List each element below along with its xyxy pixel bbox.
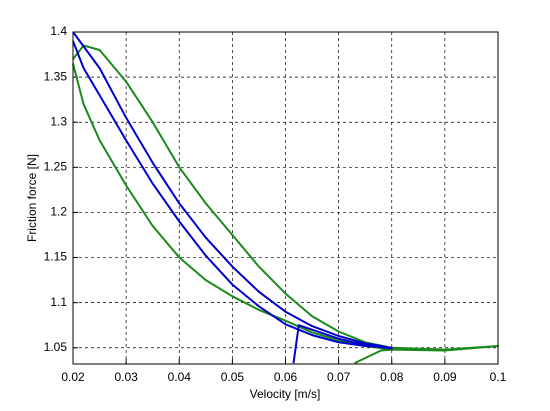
y-tick-label: 1.2 [50, 205, 67, 219]
y-tick-label: 1.05 [44, 340, 68, 354]
axes-box [72, 31, 499, 365]
x-tick-label: 0.05 [221, 370, 245, 384]
x-tick-label: 0.08 [380, 370, 404, 384]
data-line [72, 31, 393, 364]
x-axis-label: Velocity [m/s] [250, 387, 321, 401]
x-tick-label: 0.06 [274, 370, 298, 384]
x-tick-label: 0.02 [61, 370, 85, 384]
y-tick-label: 1.25 [44, 159, 68, 173]
y-tick-label: 1.1 [50, 295, 67, 309]
x-tick-label: 0.09 [433, 370, 457, 384]
y-tick-label: 1.4 [50, 24, 67, 38]
x-tick-label: 0.04 [168, 370, 192, 384]
y-tick-label: 1.3 [50, 114, 67, 128]
y-axis-label: Friction force [N] [25, 154, 39, 242]
y-tick-label: 1.35 [44, 69, 68, 83]
x-tick-label: 0.07 [327, 370, 351, 384]
y-tick-label: 1.15 [44, 250, 68, 264]
x-tick-label: 0.03 [114, 370, 138, 384]
x-tick-label: 0.1 [490, 370, 507, 384]
